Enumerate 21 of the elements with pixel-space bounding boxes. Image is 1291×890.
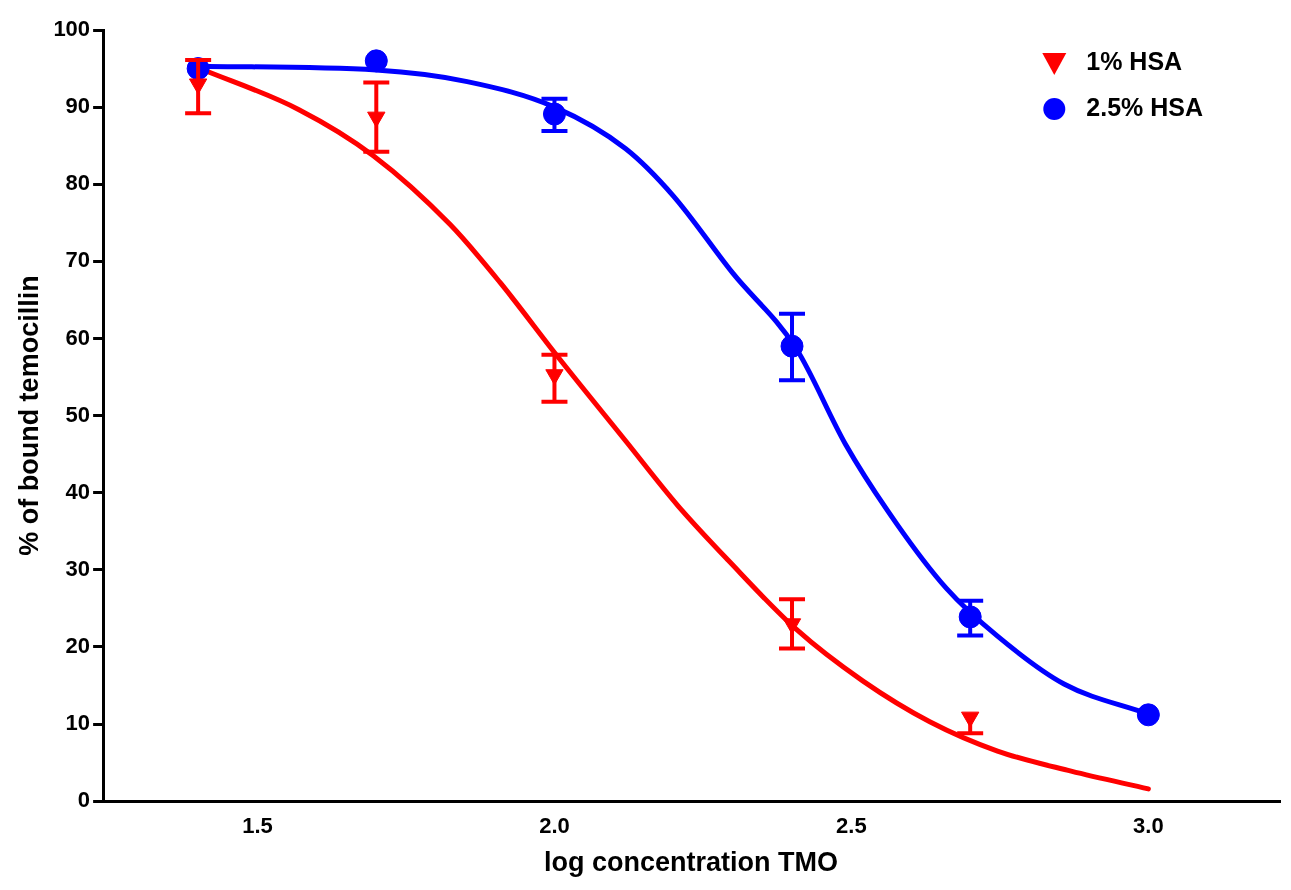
y-tick-label: 0 [77, 787, 91, 813]
y-tick-label: 50 [65, 401, 91, 427]
y-tick-label: 10 [65, 710, 91, 736]
point [364, 49, 388, 73]
x-tick-label: 2.0 [539, 813, 570, 839]
x-tick-label: 3.0 [1133, 813, 1164, 839]
y-axis-title: % of bound temocillin [13, 275, 44, 556]
legend-label: 1% HSA [1086, 46, 1183, 75]
x-axis-title: log concentration TMO [544, 847, 839, 878]
y-tick-label: 100 [53, 16, 91, 42]
y-tick-label: 40 [65, 478, 91, 504]
y-tick-label: 30 [65, 555, 91, 581]
legend-label: 2.5% HSA [1086, 92, 1204, 121]
y-tick-label: 60 [65, 324, 91, 350]
y-tick-label: 20 [65, 633, 91, 659]
x-tick-label: 2.5 [836, 813, 867, 839]
y-tick-label: 90 [65, 93, 91, 119]
y-tick-label: 70 [65, 247, 91, 273]
y-tick-label: 80 [65, 170, 91, 196]
point [1136, 703, 1160, 727]
x-tick-label: 1.5 [242, 813, 273, 839]
